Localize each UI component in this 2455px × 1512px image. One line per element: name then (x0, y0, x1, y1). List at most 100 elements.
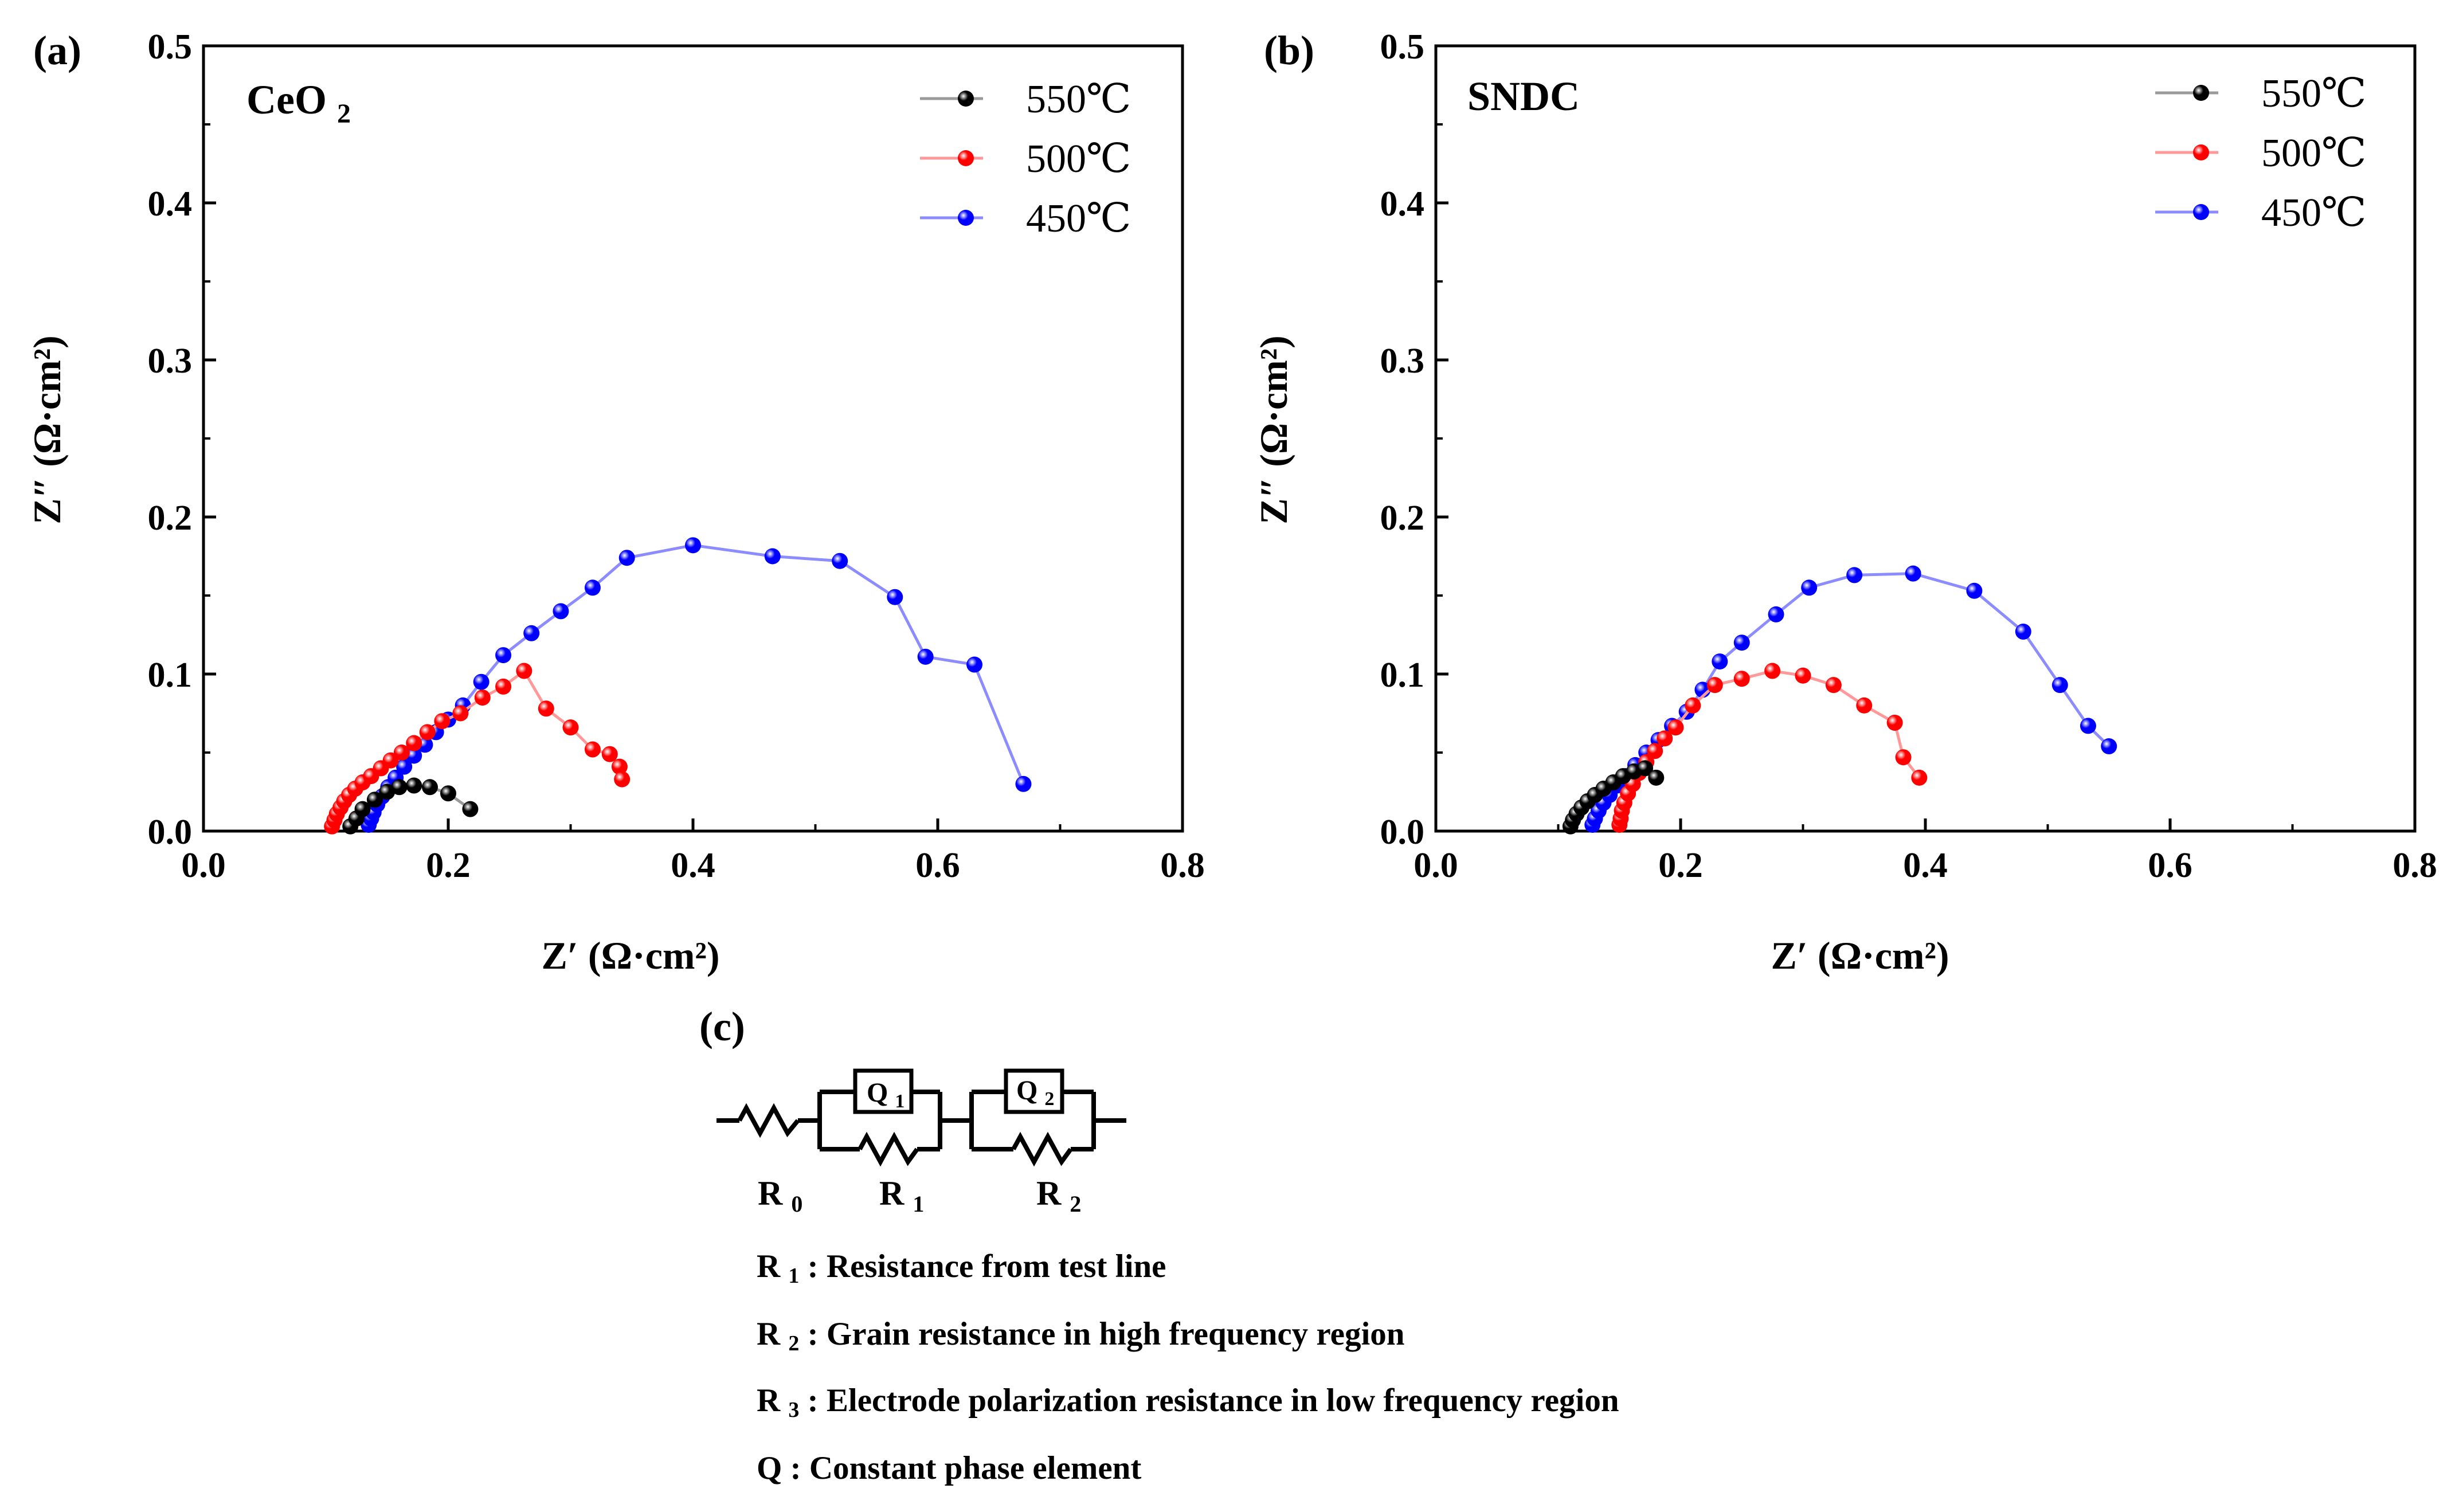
chart-b-point-500 (1647, 743, 1663, 759)
chart-a-point-550 (421, 779, 438, 796)
chart-a-point-450 (764, 548, 781, 565)
cpe-q2-label-main: Q (1016, 1075, 1037, 1106)
chart-b-legend-marker-550 (2193, 85, 2209, 101)
cpe-q1-label: Q 1 (867, 1078, 905, 1112)
chart-a-series-450-line (367, 543, 1025, 825)
chart-b: 0.0 0.2 0.4 0.6 0.8 0.0 0.1 0.2 0.3 0.4 0.5 SNDC 5… (1252, 28, 2437, 977)
cpe-q1-label-main: Q (867, 1078, 888, 1108)
chart-a-ytick-label: 0.4 (148, 185, 193, 224)
chart-b-ytick-label: 0.5 (1380, 28, 1425, 66)
chart-a-point-500 (419, 724, 436, 741)
chart-b-point-500 (1795, 667, 1811, 684)
circuit-note-r2: R 2 : Grain resistance in high frequency… (757, 1316, 1405, 1358)
chart-a-point-450 (618, 550, 635, 566)
chart-b-point-500 (1886, 714, 1903, 731)
chart-a-point-500 (434, 713, 451, 730)
chart-b-ytick-label: 0.1 (1380, 656, 1425, 695)
chart-b-point-450 (1768, 606, 1784, 622)
cpe-q2-label: Q 2 (1016, 1075, 1054, 1110)
chart-b-xtick-label: 0.2 (1658, 846, 1703, 885)
panel-label-b: (b) (1264, 28, 1314, 73)
chart-a-axes: 0.0 0.2 0.4 0.6 0.8 0.0 0.1 0.2 0.3 0.4 0.5 (148, 28, 1205, 885)
resistor-r0-label: R 0 (758, 1174, 802, 1217)
chart-a: 0.0 0.2 0.4 0.6 0.80.00.10.20.30.40.5 CeO 2 … (25, 28, 1205, 977)
chart-a-legend-label-450: 450℃ (1026, 197, 1131, 241)
chart-a-inset-title-main: CeO (246, 77, 327, 123)
chart-b-ytick-label: 0.2 (1380, 499, 1425, 538)
resistor-r1-label-main: R (879, 1174, 905, 1212)
chart-b-legend-label-500: 500℃ (2261, 131, 2366, 175)
circuit-note-r1: R 1 : Resistance from test line (757, 1248, 1166, 1290)
chart-a-xtick-label: 0.6 (915, 846, 960, 885)
chart-a-point-500 (516, 663, 532, 679)
equivalent-circuit (716, 1068, 1126, 1167)
note-r1-sub: 1 (788, 1264, 799, 1288)
chart-a-point-550 (379, 784, 396, 800)
circuit-note-q: Q : Constant phase element (757, 1450, 1141, 1486)
chart-b-legend-label-550: 550℃ (2261, 72, 2366, 116)
chart-a-ytick-label: 0.1 (148, 656, 193, 695)
chart-b-point-500 (1667, 719, 1684, 736)
chart-a-point-550 (440, 785, 456, 802)
panel-label-c: (c) (699, 1004, 745, 1049)
note-q-text: : Constant phase element (790, 1450, 1142, 1486)
note-r3-text: : Electrode polarization resistance in l… (808, 1382, 1619, 1419)
chart-a-point-450 (495, 647, 512, 664)
chart-a-inset-title: CeO 2 (246, 77, 351, 129)
chart-a-legend-label-500: 500℃ (1026, 137, 1131, 181)
resistor-r1-label: R 1 (879, 1174, 924, 1217)
cpe-q2-label-sub: 2 (1044, 1088, 1054, 1110)
chart-a-point-450 (406, 747, 422, 764)
chart-a-point-450 (832, 553, 848, 569)
chart-b-point-450 (2080, 718, 2096, 734)
note-r2-sub: 2 (788, 1331, 799, 1356)
chart-b-point-550 (1637, 760, 1654, 777)
chart-b-point-450 (2051, 677, 2068, 694)
chart-b-series-450-line (1591, 572, 2111, 825)
chart-b-ytick-label: 0.0 (1380, 813, 1425, 852)
chart-b-xtick-label: 0.6 (2148, 846, 2192, 885)
chart-b-point-500 (1856, 697, 1873, 714)
resistor-r2-label-main: R (1036, 1174, 1062, 1212)
chart-b-legend-marker-500 (2193, 144, 2209, 160)
chart-b-point-500 (1685, 697, 1701, 714)
chart-a-point-450 (396, 758, 413, 775)
chart-b-point-450 (1846, 567, 1863, 583)
chart-a-series (324, 537, 1032, 835)
cpe-q1-label-sub: 1 (895, 1091, 905, 1112)
chart-a-point-500 (601, 746, 618, 762)
note-q-symbol: Q (757, 1450, 782, 1486)
chart-a-point-500 (611, 758, 628, 775)
chart-b-point-450 (2015, 624, 2031, 640)
chart-a-ytick-label: 0.3 (148, 342, 193, 381)
chart-a-xtick-label: 0.4 (671, 846, 715, 885)
chart-b-point-450 (1733, 634, 1750, 651)
chart-a-legend-marker-500 (958, 150, 974, 166)
chart-b-point-550 (1648, 769, 1665, 786)
chart-a-point-500 (538, 700, 554, 717)
chart-b-axes: 0.0 0.2 0.4 0.6 0.8 0.0 0.1 0.2 0.3 0.4 0.5 (1380, 28, 2437, 885)
chart-b-point-450 (1966, 582, 1983, 599)
resistor-r1-symbol (858, 1131, 919, 1167)
chart-b-point-450 (1905, 565, 1921, 582)
note-r3-symbol: R (757, 1382, 781, 1419)
chart-a-point-450 (584, 579, 601, 596)
chart-a-point-500 (393, 745, 410, 761)
chart-a-legend-marker-550 (958, 91, 974, 107)
note-r2-text: : Grain resistance in high frequency reg… (808, 1316, 1405, 1352)
note-r2-symbol: R (757, 1316, 781, 1352)
chart-b-point-500 (1764, 663, 1781, 679)
chart-a-xtick-label: 0.8 (1160, 846, 1205, 885)
chart-a-point-500 (614, 771, 631, 788)
chart-a-ylabel: Z″ (Ω·cm²) (25, 335, 69, 524)
chart-b-legend-label-450: 450℃ (2261, 191, 2366, 235)
chart-a-point-500 (495, 678, 512, 695)
chart-a-legend-marker-450 (958, 210, 974, 226)
resistor-r2-symbol (1011, 1131, 1073, 1167)
chart-a-point-500 (452, 705, 469, 722)
chart-b-point-450 (2101, 738, 2117, 755)
chart-a-point-550 (391, 779, 408, 796)
chart-b-ytick-label: 0.4 (1380, 185, 1425, 224)
chart-a-inset-title-sub: 2 (337, 99, 351, 129)
